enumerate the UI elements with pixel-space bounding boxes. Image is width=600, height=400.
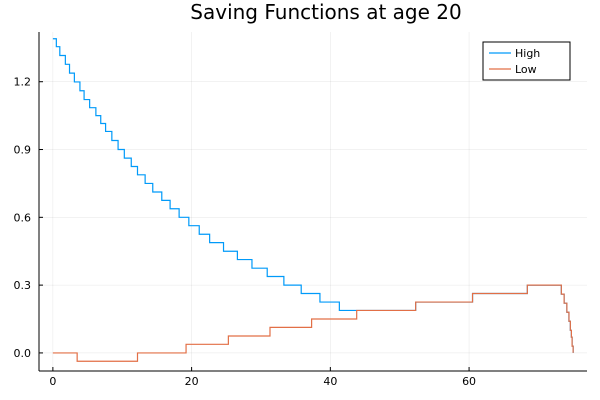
- y-tick-label: 0.0: [14, 347, 32, 360]
- chart-title: Saving Functions at age 20: [190, 0, 461, 24]
- grid: [39, 32, 587, 371]
- series-layer: [52, 38, 574, 362]
- axes: 0 20 40 60 0.0 0.3 0.6 0.9 1.2: [14, 32, 587, 388]
- x-tick-label: 60: [462, 375, 476, 388]
- series-line-low: [52, 284, 574, 362]
- legend-box: [482, 41, 571, 81]
- y-tick-label: 0.9: [14, 144, 32, 157]
- x-tick-label: 40: [323, 375, 337, 388]
- y-tick-label: 1.2: [14, 76, 32, 89]
- y-tick-label: 0.3: [14, 279, 32, 292]
- legend-label: High: [515, 47, 540, 60]
- x-tick-label: 0: [49, 375, 56, 388]
- legend: High Low: [482, 41, 571, 81]
- legend-label: Low: [515, 63, 537, 76]
- x-tick-label: 20: [185, 375, 199, 388]
- series-line-high: [52, 38, 574, 353]
- y-tick-label: 0.6: [14, 211, 32, 224]
